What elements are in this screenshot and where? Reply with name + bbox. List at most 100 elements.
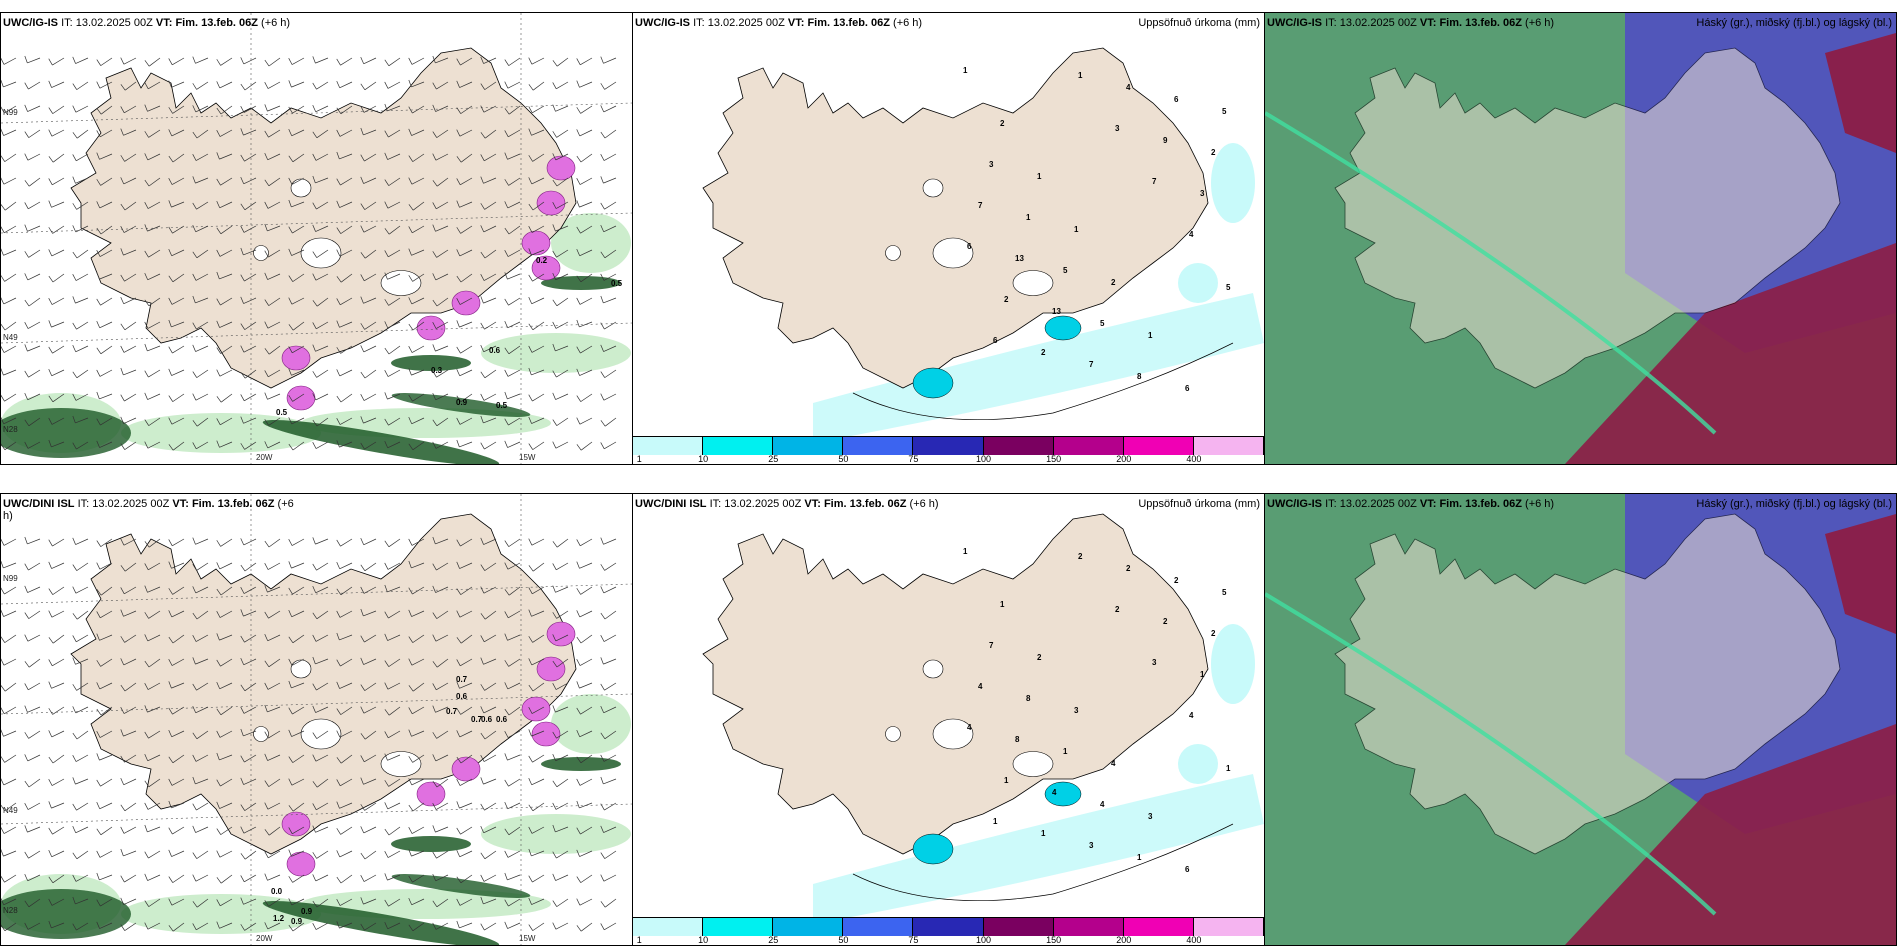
wind-barb bbox=[576, 874, 593, 883]
wind-barb bbox=[216, 681, 233, 690]
wind-barb bbox=[576, 849, 593, 857]
wind-barb bbox=[288, 80, 305, 88]
wind-barb bbox=[432, 129, 449, 138]
wind-barb bbox=[216, 706, 233, 716]
wind-barb bbox=[48, 610, 65, 618]
value-label: 1.2 bbox=[273, 914, 285, 923]
precip-value: 3 bbox=[1089, 841, 1094, 850]
colorbar-label: 100 bbox=[976, 935, 992, 945]
wind-barb bbox=[480, 850, 497, 860]
wind-barb bbox=[408, 826, 425, 834]
wind-barb bbox=[504, 249, 521, 257]
wind-barb bbox=[72, 754, 89, 762]
wind-barb bbox=[456, 801, 473, 809]
wind-barb bbox=[360, 586, 377, 594]
wind-barb bbox=[480, 730, 497, 740]
wind-barb bbox=[48, 153, 65, 163]
precip-value: 1 bbox=[963, 66, 968, 75]
wind-barb bbox=[168, 57, 185, 66]
wind-barb bbox=[528, 177, 545, 185]
wind-barb bbox=[24, 81, 41, 90]
wind-barb bbox=[96, 753, 113, 761]
wind-barb bbox=[144, 873, 161, 881]
precip-value: 2 bbox=[1078, 552, 1083, 561]
wind-barb bbox=[384, 682, 401, 690]
colorbar-swatch bbox=[913, 437, 984, 455]
wind-barb bbox=[144, 104, 161, 112]
wind-barb bbox=[240, 369, 257, 379]
wind-barb bbox=[408, 441, 425, 451]
wind-barb bbox=[144, 802, 161, 810]
wind-barb bbox=[480, 777, 497, 785]
iceland-land bbox=[1334, 513, 1841, 855]
wind-barb bbox=[600, 562, 617, 571]
low-cloud-layer bbox=[1825, 514, 1896, 634]
wind-barb bbox=[264, 850, 281, 859]
wind-barb bbox=[96, 633, 113, 641]
wind-barb bbox=[144, 153, 161, 161]
wind-barb bbox=[288, 57, 305, 65]
wind-barb bbox=[288, 634, 305, 644]
wind-barb bbox=[48, 754, 65, 764]
wind-barb bbox=[216, 81, 233, 89]
wind-barb bbox=[312, 898, 329, 908]
wind-barb bbox=[408, 393, 425, 402]
wind-barb bbox=[552, 321, 569, 329]
wind-barb bbox=[240, 874, 257, 883]
wind-barb bbox=[192, 224, 209, 233]
wind-barb bbox=[264, 585, 281, 593]
wind-barb bbox=[240, 777, 257, 785]
wind-barb bbox=[144, 392, 161, 400]
wind-barb bbox=[120, 658, 137, 666]
wind-barb bbox=[48, 200, 65, 208]
wind-barb bbox=[288, 609, 305, 618]
wind-barb bbox=[336, 610, 353, 618]
wind-barb bbox=[312, 344, 329, 352]
precip-core bbox=[416, 315, 446, 341]
wind-barb bbox=[336, 730, 353, 738]
precip-core bbox=[521, 230, 551, 256]
wind-barb bbox=[552, 634, 569, 642]
wind-barb bbox=[24, 249, 41, 258]
wind-barb bbox=[456, 826, 473, 835]
wind-barb bbox=[552, 730, 569, 739]
wind-barb bbox=[384, 417, 401, 426]
wind-barb bbox=[192, 610, 209, 620]
wind-barb bbox=[360, 273, 377, 282]
precip-band-heavy bbox=[262, 419, 500, 464]
wind-barb bbox=[384, 850, 401, 858]
wind-barb bbox=[24, 754, 41, 762]
wind-barb bbox=[504, 129, 521, 138]
wind-barb bbox=[144, 129, 161, 138]
wind-barb bbox=[312, 56, 329, 64]
wind-barb bbox=[144, 562, 161, 571]
wind-barb bbox=[48, 368, 65, 377]
wind-barb bbox=[96, 872, 113, 881]
wind-barb bbox=[72, 586, 89, 594]
wind-barb bbox=[432, 562, 449, 571]
precip-band bbox=[551, 694, 631, 754]
wind-barb bbox=[504, 320, 521, 329]
wind-barb bbox=[216, 369, 233, 377]
wind-barb bbox=[264, 802, 281, 810]
wind-barb bbox=[192, 657, 209, 665]
wind-barb bbox=[96, 921, 113, 929]
wind-barb bbox=[192, 393, 209, 401]
wind-barb bbox=[48, 920, 65, 929]
wind-barb bbox=[408, 897, 425, 906]
wind-barb bbox=[480, 706, 497, 714]
precip-value: 2 bbox=[1211, 629, 1216, 638]
wind-barb bbox=[336, 754, 353, 764]
wind-barb bbox=[96, 826, 113, 836]
wind-barb bbox=[240, 296, 257, 304]
wind-barb bbox=[240, 57, 257, 65]
wind-barb bbox=[168, 754, 185, 764]
wind-barb bbox=[408, 634, 425, 643]
wind-barb bbox=[408, 153, 425, 162]
wind-barb bbox=[96, 129, 113, 138]
wind-barb bbox=[456, 561, 473, 569]
wind-barb bbox=[216, 297, 233, 306]
colorbar-swatch bbox=[773, 918, 844, 936]
precip-area bbox=[813, 293, 1264, 443]
wind-barb bbox=[24, 177, 41, 187]
